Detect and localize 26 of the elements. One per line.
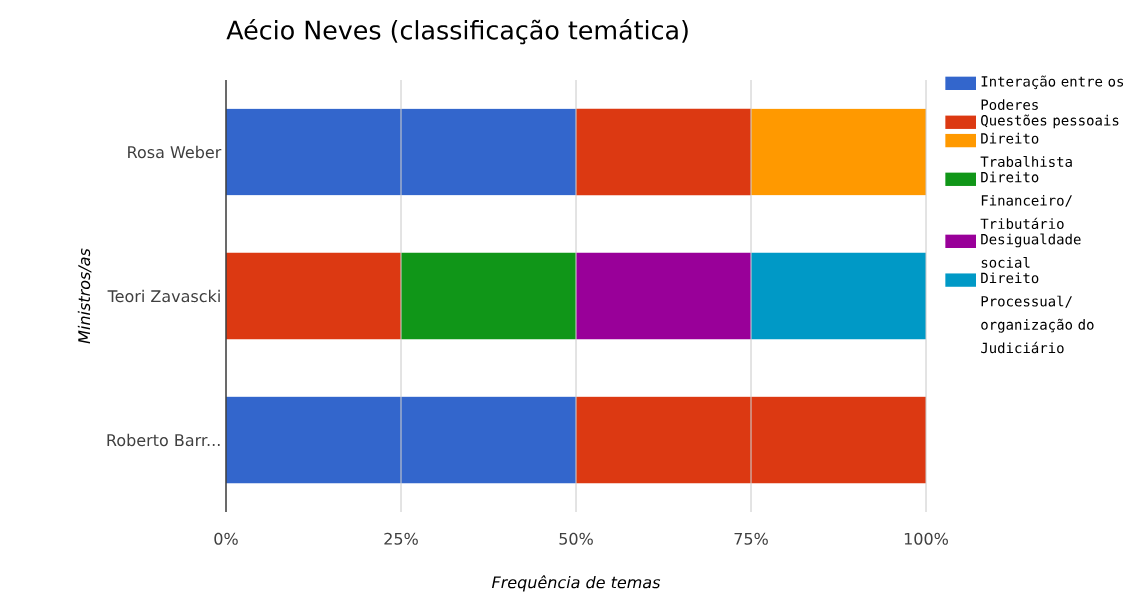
legend-label: Direito Financeiro/ Tributário [980,171,1072,230]
x-tick-label: 50% [559,532,593,545]
bar [226,396,577,484]
bar [751,108,927,196]
bar [576,252,752,340]
legend-label: Questões pessoais [981,114,1119,129]
legend-label: Interação entre os Poderes [981,75,1124,110]
legend-label: Direito Trabalhista [980,132,1072,168]
bar [226,252,402,340]
bar [576,108,752,196]
bar [226,108,577,196]
y-axis-title: Ministros/as [77,248,92,344]
x-tick-label: 0% [214,532,238,545]
bar [751,252,927,340]
y-tick-label: Rosa Weber [128,145,222,159]
y-tick-label: Teori Zavascki [107,289,220,303]
legend-label: Desigualdade social [981,233,1081,268]
chart-title: Aécio Neves (classificação temática) [226,19,688,45]
x-tick-label: 75% [734,532,768,545]
x-tick-label: 100% [904,532,948,545]
x-tick-label: 25% [384,532,418,545]
legend-label: Direito Processual/ organização do Judiciário [981,272,1094,354]
bar [576,396,927,484]
bar [401,252,577,340]
y-tick-label: Roberto Barr... [107,433,220,447]
x-axis-title: Frequência de temas [491,575,661,592]
